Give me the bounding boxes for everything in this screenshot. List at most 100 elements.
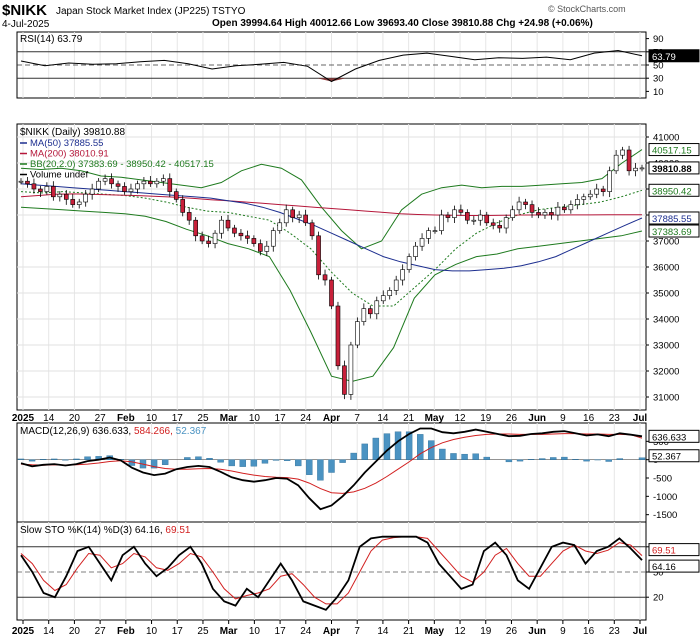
candle (542, 212, 548, 216)
x-axis-label: 25 (197, 626, 209, 637)
quote-date: 4-Jul-2025 (2, 19, 50, 30)
macd-hist-bar (317, 459, 324, 481)
macd-hist-bar (428, 440, 435, 460)
candle (70, 199, 76, 205)
x-axis-label: 14 (43, 626, 55, 637)
candle (264, 245, 270, 252)
candle (419, 238, 425, 247)
macd-hist-bar (84, 456, 91, 460)
candle (316, 235, 321, 276)
candle (465, 212, 470, 221)
bb-upper-line (20, 149, 643, 250)
candle (639, 167, 645, 170)
sto-label-part: Slow STO %K(14) %D(3) 64.16, (20, 525, 163, 536)
candle (400, 269, 405, 281)
candle (212, 232, 218, 244)
macd-hist-bar (516, 459, 524, 462)
price-x-label: Feb (117, 413, 135, 424)
candle (89, 188, 95, 195)
candle (439, 214, 444, 231)
macd-hist-bar (272, 459, 280, 461)
price-panel: 4100040000390003800037000360003500034000… (12, 123, 700, 424)
candle (490, 222, 496, 226)
sto-d-badge: 69.51 (652, 546, 676, 557)
price-x-label: 14 (377, 413, 389, 424)
price-x-label: 24 (300, 413, 312, 424)
price-badge-close: 39810.88 (652, 164, 692, 175)
macd-hist-bar (417, 434, 424, 460)
price-x-label: 9 (560, 413, 566, 424)
stochastic-panel: 805020Slow STO %K(14) %D(3) 64.16, 69.51… (16, 521, 700, 621)
candle (594, 188, 600, 195)
candle (445, 214, 451, 218)
candle (342, 365, 347, 395)
price-x-label: 21 (403, 413, 415, 424)
y-tick-label: 33000 (653, 341, 679, 352)
price-x-label: Apr (323, 413, 340, 424)
candle (432, 230, 438, 232)
macd-hist-badge: 52.367 (652, 452, 681, 463)
price-x-label: 16 (583, 413, 595, 424)
candle (575, 199, 580, 205)
x-axis-label: 16 (583, 626, 595, 637)
macd-hist-bar (261, 459, 269, 464)
price-x-label: 14 (43, 413, 55, 424)
rsi-oversold-fill (317, 78, 346, 82)
price-badge-close-bg (648, 161, 700, 175)
legend-ma50: MA(50) 37885.55 (30, 138, 103, 149)
x-axis-label: 12 (454, 626, 466, 637)
legend-bb: BB(20,2.0) 37383.69 - 38950.42 - 40517.1… (30, 159, 214, 170)
x-axis-label: 19 (480, 626, 492, 637)
candle (322, 274, 328, 281)
macd-hist-bar (62, 459, 69, 461)
macd-hist-bar (195, 456, 202, 460)
x-axis-label: 24 (300, 626, 312, 637)
candle (232, 227, 237, 234)
macd-hist-bar (550, 457, 557, 460)
macd-hist-bar (73, 458, 80, 460)
candle (568, 204, 574, 211)
macd-hist-bar (150, 459, 158, 469)
candle (199, 235, 205, 242)
macd-hist-bar (605, 459, 612, 462)
candle (277, 222, 283, 231)
macd-hist-bar (394, 431, 402, 460)
candle (562, 206, 567, 211)
price-x-label: 10 (249, 413, 261, 424)
candle (549, 212, 554, 216)
candle (380, 295, 386, 302)
y-tick-label: 10 (653, 87, 664, 98)
legend-volume: Volume undef (30, 170, 88, 181)
macd-hist-bar (538, 458, 546, 460)
x-axis-label: Jun (528, 626, 546, 637)
candle (135, 183, 140, 190)
macd-hist-bar (28, 459, 36, 462)
price-x-label: 25 (197, 413, 209, 424)
candle (63, 193, 69, 200)
bb-lower-line (20, 206, 643, 382)
candle (303, 214, 308, 224)
candle (374, 300, 380, 315)
rsi-line (20, 49, 643, 83)
macd-badge-bg (648, 429, 700, 443)
candle (426, 230, 431, 239)
y-tick-label: 30 (653, 74, 664, 85)
macd-hist-bar (383, 433, 391, 460)
price-badge-bb-bg (648, 183, 700, 197)
y-tick-label: 34000 (653, 315, 679, 326)
macd-hist-bar (239, 459, 246, 467)
candle (626, 149, 632, 172)
y-tick-label: 90 (653, 34, 664, 45)
bottom-date-axis: 2025 14 20 27 Feb 10 17 25 Mar 10 17 24 Apr 7 14 21 May 1… (12, 620, 647, 637)
macd-hist-bar (51, 458, 58, 460)
candle (523, 201, 528, 205)
candle (477, 214, 483, 221)
candle (251, 238, 257, 244)
y-tick-label: 50 (653, 568, 664, 579)
macd-hist-bar (328, 459, 335, 473)
macd-hist-bar (228, 459, 235, 467)
candle (335, 305, 341, 367)
candle (154, 180, 160, 185)
